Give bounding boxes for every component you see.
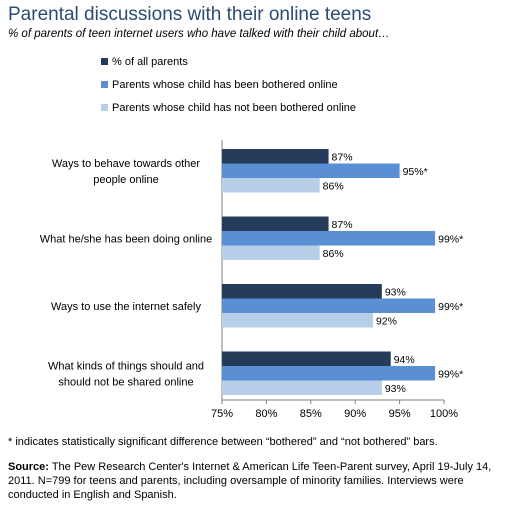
source-label: Source: — [8, 461, 49, 473]
data-label: 86% — [323, 180, 344, 192]
bar-series-3 — [222, 245, 320, 260]
bar-series-1 — [222, 216, 329, 231]
data-label: 87% — [332, 219, 353, 231]
legend-label-2: Parents whose child has been bothered on… — [112, 79, 338, 91]
bar-series-3 — [222, 178, 320, 193]
bar-series-2 — [222, 298, 436, 313]
bar-series-2 — [222, 231, 436, 246]
bar-chart: % of all parents Parents whose child has … — [40, 56, 463, 420]
category-label: What kinds of things should and — [48, 360, 204, 372]
data-label: 87% — [332, 151, 353, 163]
legend-label-1: % of all parents — [112, 56, 188, 68]
bar-series-1 — [222, 149, 329, 164]
source-note: Source: The Pew Research Center's Intern… — [8, 460, 506, 502]
x-tick-label: 90% — [344, 408, 366, 420]
x-tick-label: 85% — [300, 408, 322, 420]
category-label: should not be shared online — [58, 376, 193, 388]
category-label: Ways to use the internet safely — [51, 301, 201, 313]
bar-series-2 — [222, 163, 400, 178]
chart-title: Parental discussions with their online t… — [8, 4, 372, 25]
significance-footnote: * indicates statistically significant di… — [8, 436, 438, 448]
chart-subtitle: % of parents of teen internet users who … — [8, 28, 390, 40]
bar-series-3 — [222, 380, 382, 395]
source-text: The Pew Research Center's Internet & Ame… — [8, 461, 492, 501]
legend-swatch-2 — [101, 81, 108, 88]
x-tick-label: 100% — [430, 408, 458, 420]
data-label: 99%* — [438, 301, 463, 313]
bar-series-3 — [222, 313, 373, 328]
category-label: Ways to behave towards other — [52, 158, 201, 170]
data-label: 99%* — [438, 368, 463, 380]
x-tick-label: 75% — [211, 408, 233, 420]
data-label: 93% — [385, 286, 406, 298]
category-label: people online — [93, 174, 158, 186]
x-tick-label: 80% — [255, 408, 277, 420]
data-label: 92% — [376, 315, 397, 327]
bar-series-1 — [222, 351, 391, 366]
x-tick-label: 95% — [389, 408, 411, 420]
category-label: What he/she has been doing online — [40, 233, 212, 245]
bar-series-1 — [222, 284, 382, 299]
legend-label-3: Parents whose child has not been bothere… — [112, 102, 356, 114]
bar-series-2 — [222, 366, 436, 381]
data-label: 94% — [394, 354, 415, 366]
legend-swatch-3 — [101, 104, 108, 111]
data-label: 86% — [323, 248, 344, 260]
legend-swatch-1 — [101, 58, 108, 65]
data-label: 95%* — [403, 166, 428, 178]
data-label: 99%* — [438, 233, 463, 245]
data-label: 93% — [385, 383, 406, 395]
